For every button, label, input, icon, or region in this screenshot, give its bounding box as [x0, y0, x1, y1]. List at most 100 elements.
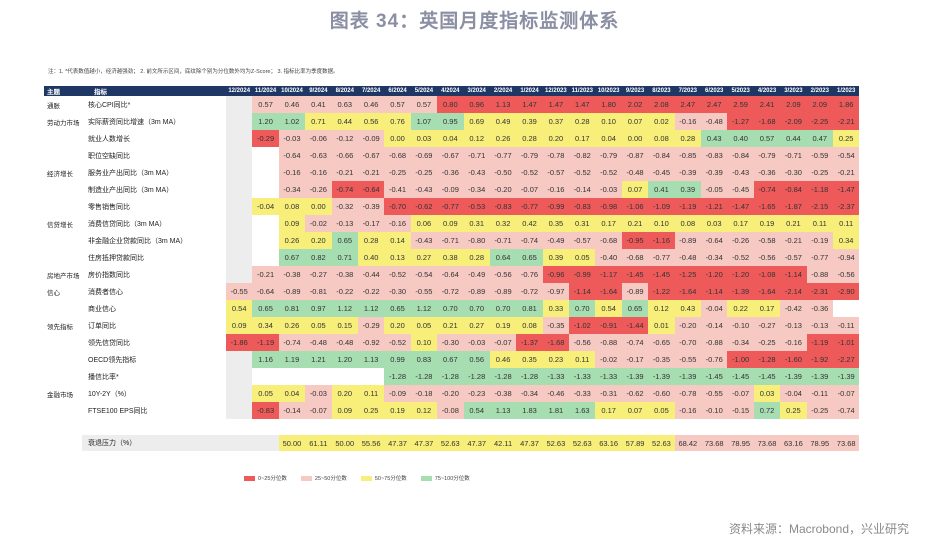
value-cell: 0.57	[384, 96, 411, 113]
value-cell: 0.17	[753, 300, 781, 317]
value-cell: -0.84	[780, 181, 807, 198]
value-cell: 1.80	[595, 96, 622, 113]
pressure-value: 47.37	[384, 435, 411, 451]
value-cell: 1.12	[357, 300, 385, 317]
value-cell: -0.98	[595, 198, 622, 215]
value-cell: -0.79	[753, 147, 781, 164]
value-cell: -0.71	[489, 232, 517, 249]
value-cell: 0.70	[463, 300, 490, 317]
value-cell: -1.20	[727, 266, 754, 283]
value-cell: -0.36	[753, 164, 781, 181]
month-header: 4/2023	[753, 86, 781, 96]
value-cell: 0.03	[701, 215, 728, 232]
indicator-name: 住房抵押贷款同比	[88, 254, 144, 262]
value-cell: -0.26	[305, 181, 332, 198]
value-cell: -0.39	[701, 164, 728, 181]
value-cell	[226, 198, 253, 215]
value-cell: 0.09	[226, 317, 253, 334]
value-cell	[226, 96, 253, 113]
value-cell: -0.83	[489, 198, 517, 215]
value-cell: -0.56	[489, 266, 517, 283]
value-cell: 0.37	[542, 113, 570, 130]
value-cell: 0.39	[516, 113, 543, 130]
value-cell: -1.33	[595, 368, 622, 385]
value-cell: -1.21	[701, 198, 728, 215]
legend-swatch	[244, 475, 255, 481]
value-cell: 0.44	[331, 113, 358, 130]
value-cell: -0.49	[463, 266, 490, 283]
spacer-cell	[252, 419, 278, 435]
value-cell: 0.82	[305, 249, 332, 266]
legend-label: 50~75分位数	[374, 476, 407, 482]
value-cell: 0.11	[357, 385, 385, 402]
value-cell: -0.82	[569, 147, 596, 164]
value-cell: -1.28	[437, 368, 464, 385]
value-cell: 0.54	[595, 300, 622, 317]
value-cell: 2.08	[648, 96, 675, 113]
value-cell: -1.19	[806, 334, 833, 351]
value-cell: 0.17	[727, 215, 754, 232]
value-cell: 0.33	[542, 300, 570, 317]
value-cell: 0.00	[384, 130, 411, 147]
value-cell: -1.14	[701, 283, 728, 300]
value-cell: 0.34	[832, 232, 860, 249]
spacer-cell	[384, 419, 410, 435]
indicator-name: 房价指数同比	[88, 271, 130, 279]
table-row: 播信比率* -1.28 -1.28 -1.28 -1.28 -1.28 -1.28 -1.33…	[44, 368, 860, 385]
month-header: 7/2023	[674, 86, 702, 96]
month-header: 2/2023	[806, 86, 833, 96]
value-cell: 0.13	[384, 249, 411, 266]
value-cell: 0.35	[542, 215, 570, 232]
value-cell: 0.31	[569, 215, 596, 232]
value-cell: 1.12	[410, 300, 438, 317]
value-cell: 0.43	[674, 300, 702, 317]
value-cell: -0.10	[727, 317, 754, 334]
value-cell: 0.76	[384, 113, 411, 130]
spacer-cell	[807, 419, 833, 435]
value-cell: -0.03	[278, 130, 306, 147]
category-label	[44, 249, 82, 266]
value-cell: 2.47	[674, 96, 702, 113]
value-cell: 1.86	[832, 96, 860, 113]
value-cell: -1.19	[674, 198, 702, 215]
value-cell: -0.55	[410, 283, 438, 300]
value-cell: -0.07	[832, 385, 860, 402]
month-header: 1/2023	[832, 86, 860, 96]
value-cell: 0.27	[410, 249, 438, 266]
value-cell: -0.78	[674, 385, 702, 402]
value-cell: -0.52	[516, 164, 543, 181]
spacer-cell	[464, 419, 490, 435]
value-cell: 0.43	[701, 130, 728, 147]
value-cell: -0.34	[701, 249, 728, 266]
value-cell: -1.45	[621, 266, 649, 283]
value-cell: -0.38	[278, 266, 306, 283]
spacer-cell	[411, 419, 437, 435]
indicator-name: FTSE100 EPS同比	[88, 407, 148, 415]
value-cell: 0.40	[727, 130, 754, 147]
value-cell: -1.39	[648, 368, 675, 385]
value-cell: -0.14	[278, 402, 306, 419]
month-header: 9/2023	[621, 86, 649, 96]
value-cell: 0.26	[278, 317, 306, 334]
value-cell: -0.04	[780, 385, 807, 402]
value-cell: -0.39	[357, 198, 385, 215]
value-cell: -0.52	[569, 164, 596, 181]
pressure-value: 47.37	[516, 435, 543, 451]
value-cell: -0.07	[305, 402, 332, 419]
value-cell: -0.16	[542, 181, 570, 198]
value-cell: -0.88	[701, 334, 728, 351]
value-cell: -0.57	[780, 249, 807, 266]
source-note: 资料来源：Macrobond，兴业研究	[728, 522, 909, 536]
value-cell: -2.14	[780, 283, 807, 300]
header-cell-name: 指标	[82, 86, 226, 96]
value-cell: -1.64	[674, 283, 702, 300]
value-cell: -1.14	[569, 283, 596, 300]
value-cell: -0.09	[384, 385, 411, 402]
value-cell: -0.15	[727, 402, 754, 419]
spacer-row	[44, 419, 859, 435]
value-cell: 1.63	[569, 402, 596, 419]
value-cell: 0.11	[569, 351, 596, 368]
value-cell: -0.76	[701, 351, 728, 368]
indicator-name: 零售销售同比	[88, 203, 130, 211]
value-cell: -1.87	[780, 198, 807, 215]
